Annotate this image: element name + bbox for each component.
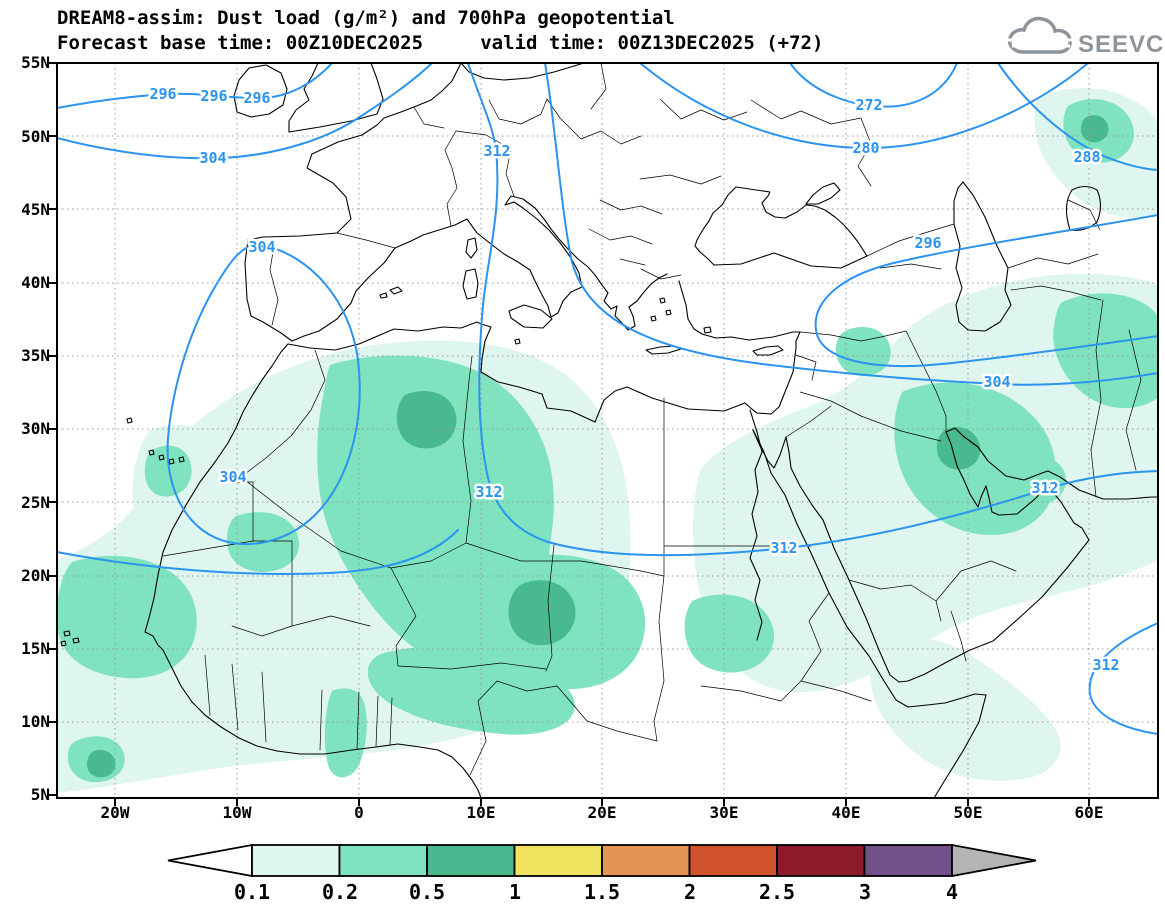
lat-tick-label: 45N xyxy=(21,200,50,219)
contour-label: 280 xyxy=(852,139,879,157)
seevccc-logo: SEEVCCC xyxy=(1006,16,1165,58)
contour-label: 304 xyxy=(248,238,275,256)
colorbar-tick-label: 1 xyxy=(509,880,521,904)
colorbar-tick-label: 3 xyxy=(859,880,871,904)
colorbar-arrow-low xyxy=(167,843,253,878)
colorbar-tick-label: 2 xyxy=(684,880,696,904)
contour-labels: 296 296 296 304 312 272 280 288 296 304 … xyxy=(147,83,1122,677)
contour-label: 312 xyxy=(770,539,797,557)
lat-tick-label: 30N xyxy=(21,419,50,438)
lon-tick-label: 10W xyxy=(223,803,252,822)
contour-label: 304 xyxy=(199,149,226,167)
colorbar-tick-label: 2.5 xyxy=(759,880,795,904)
lat-tick-label: 40N xyxy=(21,273,50,292)
contour-label: 312 xyxy=(1031,479,1058,497)
colorbar-segment xyxy=(863,844,953,877)
colorbar-segment xyxy=(513,844,603,877)
logo-text: SEEVCCC xyxy=(1078,31,1165,58)
lat-tick-label: 15N xyxy=(21,639,50,658)
map-canvas: 296 296 296 304 312 272 280 288 296 304 … xyxy=(57,63,1158,798)
colorbar-segment xyxy=(601,844,691,877)
lon-tick-label: 40E xyxy=(832,803,861,822)
contour-label: 312 xyxy=(475,483,502,501)
lat-tick-label: 20N xyxy=(21,566,50,585)
lon-tick-label: 10E xyxy=(467,803,496,822)
colorbar-segment xyxy=(338,844,428,877)
colorbar-segment xyxy=(776,844,866,877)
colorbar-tick-label: 0.2 xyxy=(322,880,358,904)
contour-label: 296 xyxy=(243,89,270,107)
colorbar-arrow-high xyxy=(951,843,1037,878)
axis-ticks xyxy=(49,62,1090,806)
contour-label: 296 xyxy=(149,85,176,103)
colorbar-segment xyxy=(426,844,516,877)
colorbar: 0.1 0.2 0.5 1 1.5 2 2.5 3 4 xyxy=(167,843,1037,904)
lat-tick-label: 5N xyxy=(31,785,50,804)
colorbar-segment xyxy=(688,844,778,877)
lat-tick-label: 25N xyxy=(21,493,50,512)
dust-shading-level-3 xyxy=(86,115,1109,778)
lat-tick-label: 35N xyxy=(21,346,50,365)
figure-title-line2: Forecast base time: 00Z10DEC2025 valid t… xyxy=(57,32,823,54)
dust-shading-level-2 xyxy=(57,99,1158,783)
figure-title-line1: DREAM8-assim: Dust load (g/m²) and 700hP… xyxy=(57,7,675,29)
lon-tick-label: 30E xyxy=(710,803,739,822)
coastlines xyxy=(60,63,1158,798)
contour-label: 312 xyxy=(1092,656,1119,674)
lon-tick-label: 50E xyxy=(954,803,983,822)
contour-label: 288 xyxy=(1073,148,1100,166)
colorbar-tick-label: 0.5 xyxy=(409,880,445,904)
lon-tick-label: 60E xyxy=(1075,803,1104,822)
map-frame xyxy=(56,62,1159,799)
contour-label: 304 xyxy=(983,373,1010,391)
contour-label: 296 xyxy=(200,87,227,105)
colorbar-tick-label: 4 xyxy=(946,880,958,904)
lat-tick-label: 10N xyxy=(21,712,50,731)
lat-tick-label: 50N xyxy=(21,127,50,146)
geopotential-contours xyxy=(57,63,1158,735)
longitude-axis: 20W 10W 0 10E 20E 30E 40E 50E 60E xyxy=(101,803,1104,822)
lon-tick-label: 20W xyxy=(101,803,130,822)
contour-label: 272 xyxy=(855,96,882,114)
contour-label: 296 xyxy=(914,234,941,252)
contour-label: 304 xyxy=(219,468,246,486)
contour-label: 312 xyxy=(483,142,510,160)
colorbar-labels: 0.1 0.2 0.5 1 1.5 2 2.5 3 4 xyxy=(234,880,958,904)
lat-tick-label: 55N xyxy=(21,53,50,72)
cloud-icon-stripes xyxy=(1006,38,1074,48)
lon-tick-label: 20E xyxy=(588,803,617,822)
graticule xyxy=(57,63,1158,798)
colorbar-tick-label: 0.1 xyxy=(234,880,270,904)
colorbar-tick-label: 1.5 xyxy=(584,880,620,904)
lon-tick-label: 0 xyxy=(354,803,364,822)
latitude-axis: 55N 50N 45N 40N 35N 30N 25N 20N 15N 10N … xyxy=(21,53,50,804)
colorbar-segment xyxy=(251,844,341,877)
country-borders xyxy=(162,63,1142,776)
